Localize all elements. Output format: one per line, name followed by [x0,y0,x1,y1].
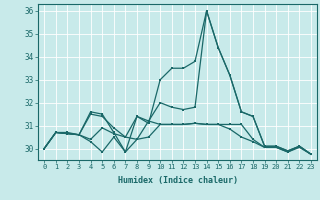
X-axis label: Humidex (Indice chaleur): Humidex (Indice chaleur) [118,176,238,185]
